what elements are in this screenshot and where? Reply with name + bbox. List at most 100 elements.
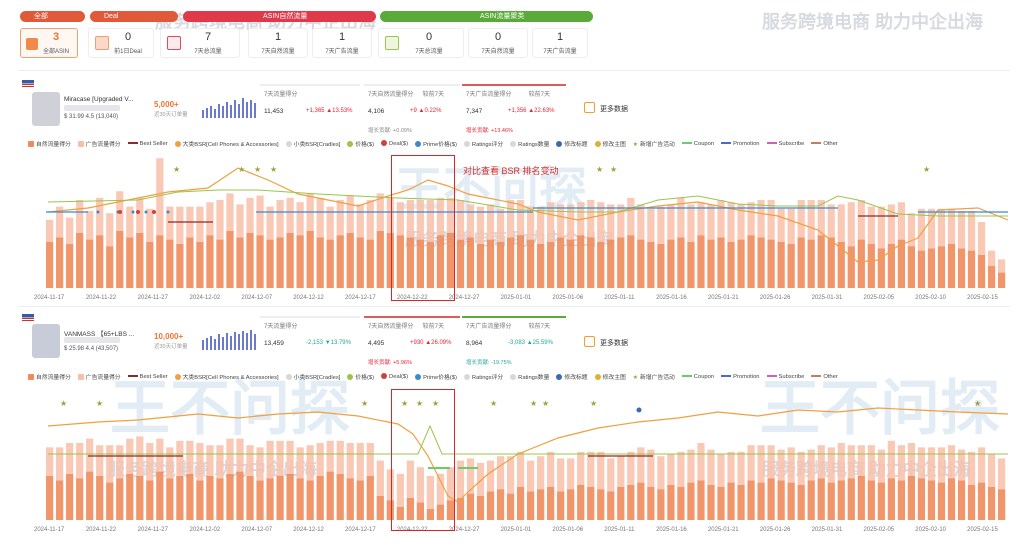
x-tick-label: 2024-12-02 [190,527,221,532]
legend-item[interactable]: 价格($) [347,372,374,381]
metric-7d-total: 7天流量得分 13,459 -2,153 ▼13.79% [260,316,360,368]
legend-item[interactable]: Prime价格($) [415,139,457,148]
organic-bar [597,241,605,288]
legend-item[interactable]: Deal($) [381,373,408,380]
legend-item[interactable]: 大类BSR[Cell Phones & Accessories] [174,139,279,148]
organic-bar [386,500,394,520]
product-image[interactable] [32,92,60,126]
metric-compare: 较前7天 [422,324,444,330]
legend-item[interactable]: 广告流量得分 [77,139,121,148]
legend-marker [681,374,692,377]
legend-item[interactable]: 自然流量得分 [28,372,71,381]
organic-bar [206,235,214,288]
product-name[interactable]: Miracase [Upgraded V... [64,96,134,103]
legend-item[interactable]: Deal($) [381,140,408,147]
organic-bar [577,235,585,288]
kpi-7d-ad-cluster[interactable]: 1 7天广告流量 [532,28,588,58]
legend-item[interactable]: Other [811,141,838,147]
tag-deal[interactable]: Deal [90,11,178,22]
ad-bar [757,200,765,238]
legend-item[interactable]: 小类BSR[Cradles] [285,139,340,148]
ad-bar [547,451,555,487]
tag-all[interactable]: 全部 [20,11,85,22]
legend-item[interactable]: 小类BSR[Cradles] [285,372,340,381]
kpi-7d-organic[interactable]: 1 7天自然流量 [248,28,308,58]
x-tick-label: 2024-12-22 [397,527,428,532]
legend-item[interactable]: Prime价格($) [415,372,457,381]
legend-label: Subscribe [778,140,805,147]
legend-item[interactable]: Coupon [681,141,714,147]
organic-bar [356,237,364,288]
legend-item[interactable]: Subscribe [766,140,805,147]
ad-bar [867,206,875,244]
ad-bar [366,200,374,240]
bsr-line [47,407,1009,503]
legend-item[interactable]: 修改主图 [594,139,626,148]
legend-label: Ratings评分 [471,375,504,381]
more-data-button[interactable]: 更多数据 [600,106,628,113]
organic-bar [356,480,364,520]
legend-label: Promotion [733,140,760,147]
legend-item[interactable]: Best Seller [127,374,168,380]
ad-bar [807,200,815,240]
kpi-deal[interactable]: 0 前1日Deal [88,28,154,58]
organic-bar [186,473,194,520]
organic-bar [276,476,284,520]
metric-compare: 较前7天 [422,92,444,98]
legend-item[interactable]: Coupon [681,374,714,380]
kpi-7d-organic-cluster[interactable]: 0 7天自然流量 [468,28,528,58]
ad-bar [356,204,364,238]
metric-growth: 增长贡献: -19.75% [466,360,512,366]
legend-item[interactable]: 价格($) [347,139,374,148]
legend-item[interactable]: Ratings评分 [463,372,504,381]
kpi-all-asin[interactable]: 3 全部ASIN [20,28,78,58]
campaign-star: ★ [596,165,603,174]
x-tick-label: 2025-02-10 [915,295,946,300]
legend-item[interactable]: Promotion [721,374,760,380]
legend-item[interactable]: ★ 新增广告活动 [633,372,675,381]
metric-7d-ad: 7天广告流量得分 较前7天 8,964 -3,083 ▲25.59% 增长贡献:… [462,316,566,368]
organic-bar [466,237,475,288]
product-name[interactable]: VANMASS 【65+LBS ... [64,331,135,338]
legend-item[interactable]: Best Seller [127,141,168,147]
x-tick-label: 2024-12-12 [293,527,324,532]
kpi-7d-ad[interactable]: 1 7天广告流量 [312,28,372,58]
organic-bar [747,480,755,520]
legend-item[interactable]: Ratings数量 [510,139,549,148]
x-tick-label: 2025-02-10 [915,527,946,532]
organic-bar [777,241,785,288]
legend-item[interactable]: 修改标题 [556,139,588,148]
kpi-7d-total[interactable]: 7 7天总流量 [160,28,240,58]
tag-asin-cluster[interactable]: ASIN流量聚类 [380,11,593,22]
organic-bar [667,484,675,520]
ad-bar [657,456,665,490]
more-data-icon[interactable] [584,336,595,347]
kpi-label: 7天广告流量 [325,49,359,55]
legend-item[interactable]: Other [811,374,838,380]
ad-bar [436,473,445,505]
organic-bar [957,480,966,520]
organic-bar [236,237,244,288]
organic-bar [777,480,785,520]
deal-point [136,210,140,214]
more-data-icon[interactable] [584,102,595,113]
legend-item[interactable]: Ratings评分 [463,139,503,148]
tag-asin-traffic[interactable]: ASIN自然流量 [183,11,376,22]
more-data-button[interactable]: 更多数据 [600,340,628,347]
legend-item[interactable]: Ratings数量 [510,372,549,381]
legend-item[interactable]: 广告流量得分 [77,372,121,381]
legend-item[interactable]: 大类BSR[Cell Phones & Accessories] [174,372,279,381]
campaign-star: ★ [542,399,549,408]
legend-item[interactable]: 修改主图 [594,372,626,381]
legend-item[interactable]: 自然流量得分 [28,139,71,148]
organic-bar [476,244,485,288]
organic-bar [286,233,294,288]
legend-item[interactable]: Promotion [721,140,760,147]
legend-item[interactable]: Subscribe [766,374,804,380]
kpi-7d-total-cluster[interactable]: 0 7天总流量 [378,28,464,58]
legend-item[interactable]: 修改标题 [556,372,588,381]
legend-label: Ratings数量 [518,375,550,381]
ad-bar [146,443,154,481]
legend-item[interactable]: ★ 新增广告活动 [633,139,675,148]
product-image[interactable] [32,324,60,358]
